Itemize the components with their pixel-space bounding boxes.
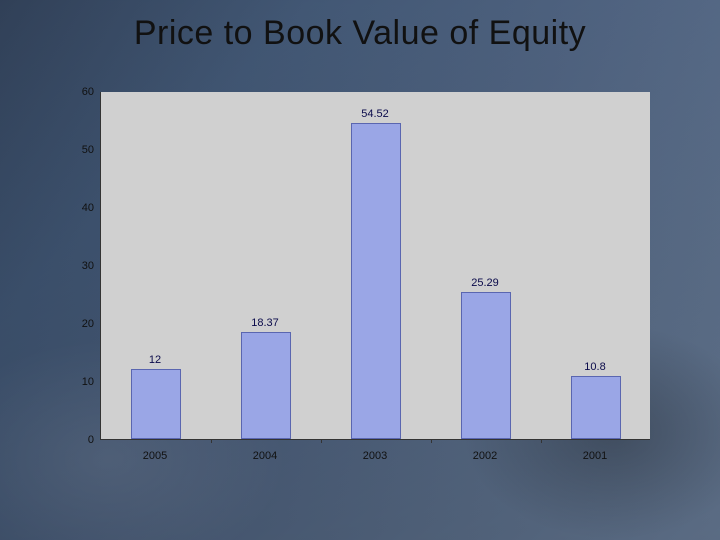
bar [461, 292, 511, 439]
bar-value-label: 10.8 [565, 361, 625, 373]
x-tick-label: 2003 [345, 450, 405, 462]
y-tick-label: 50 [70, 144, 94, 156]
x-tick-mark [541, 439, 542, 443]
slide-title: Price to Book Value of Equity [0, 14, 720, 53]
bar-value-label: 54.52 [345, 108, 405, 120]
y-tick-label: 30 [70, 260, 94, 272]
slide: Price to Book Value of Equity 0 10 20 30 40 5… [0, 0, 720, 540]
bar [571, 376, 621, 439]
y-tick-label: 40 [70, 202, 94, 214]
bar [241, 332, 291, 439]
y-tick-label: 60 [70, 86, 94, 98]
x-tick-mark [211, 439, 212, 443]
plot-area [100, 92, 650, 440]
x-tick-label: 2002 [455, 450, 515, 462]
y-tick-label: 20 [70, 318, 94, 330]
bar-value-label: 12 [125, 354, 185, 366]
y-tick-label: 0 [70, 434, 94, 446]
bar [351, 123, 401, 439]
y-tick-label: 10 [70, 376, 94, 388]
x-tick-label: 2001 [565, 450, 625, 462]
bar-value-label: 18.37 [235, 317, 295, 329]
x-tick-label: 2005 [125, 450, 185, 462]
chart: 0 10 20 30 40 50 60 12 2005 18.37 2004 54.52 2003 25.… [70, 80, 650, 470]
x-tick-label: 2004 [235, 450, 295, 462]
x-tick-mark [431, 439, 432, 443]
x-tick-mark [321, 439, 322, 443]
bar [131, 369, 181, 439]
bar-value-label: 25.29 [455, 277, 515, 289]
